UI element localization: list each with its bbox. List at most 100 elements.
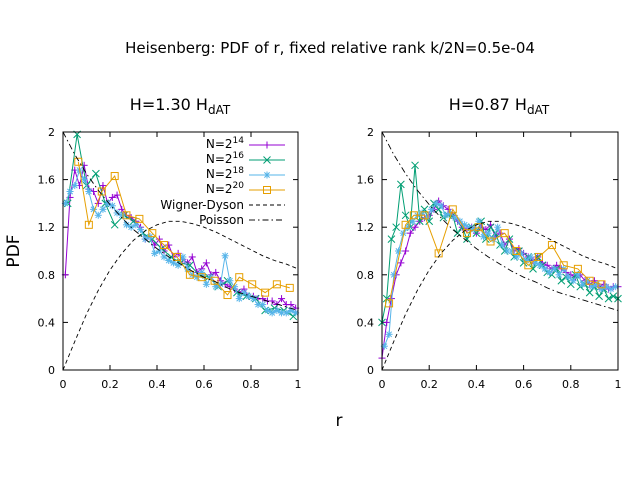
x-tick-label: 0.6	[195, 378, 213, 391]
point-n-220	[210, 276, 219, 285]
point-n-220	[84, 220, 93, 229]
point-n-220	[160, 241, 169, 250]
point-n-218	[71, 182, 79, 190]
point-n-216	[401, 211, 410, 220]
y-tick-label: 1.2	[38, 221, 56, 234]
point-n-216	[110, 220, 119, 229]
point-n-220	[585, 276, 594, 285]
point-n-220	[474, 223, 483, 232]
point-n-220	[448, 205, 457, 214]
x-tick-label: 0.2	[101, 378, 119, 391]
legend-label-n20: N=220	[206, 181, 244, 196]
point-n-218	[404, 223, 412, 231]
legend-label-n16: N=216	[206, 151, 244, 166]
point-n-214	[268, 297, 276, 305]
point-n-220	[401, 220, 410, 229]
point-n-220	[597, 280, 606, 289]
point-n-216	[529, 264, 537, 273]
point-n-214	[113, 191, 121, 199]
point-n-220	[172, 252, 181, 261]
x-tick-label: 1	[615, 378, 622, 391]
point-n-218	[85, 188, 93, 195]
point-n-218	[240, 289, 248, 297]
point-n-214	[108, 193, 116, 201]
point-n-214	[411, 223, 419, 231]
x-tick-label: 0.8	[242, 378, 260, 391]
point-n-218	[80, 176, 88, 184]
point-n-218	[118, 211, 126, 219]
y-tick-label: 0	[367, 364, 374, 377]
point-n-218	[160, 253, 168, 261]
point-n-220	[223, 291, 232, 300]
legend: N=214 N=216 N=218 N=220 Wigner-Dyson Poi…	[160, 136, 285, 227]
x-tick-label: 0.6	[515, 378, 533, 391]
point-n-220	[74, 157, 83, 166]
point-n-218	[527, 253, 535, 261]
point-n-218	[61, 199, 69, 207]
figure-title: Heisenberg: PDF of r, fixed relative ran…	[125, 39, 535, 57]
plot-frame	[62, 131, 299, 371]
point-n-216	[604, 294, 613, 303]
legend-marker-n-218	[263, 171, 271, 179]
y-tick-label: 1.6	[357, 174, 375, 187]
point-n-216	[382, 294, 391, 303]
point-n-220	[524, 261, 533, 270]
legend-label-n18: N=218	[206, 166, 244, 181]
point-n-220	[512, 247, 521, 255]
point-n-214	[590, 277, 598, 285]
point-n-220	[559, 261, 568, 270]
point-n-218	[569, 277, 577, 285]
point-n-218	[249, 295, 257, 303]
point-n-218	[273, 307, 281, 314]
point-n-220	[248, 280, 257, 289]
point-n-214	[118, 205, 126, 213]
point-n-216	[557, 276, 566, 285]
point-n-220	[135, 214, 144, 223]
point-n-218	[259, 301, 267, 309]
point-n-216	[411, 161, 419, 170]
point-n-218	[536, 261, 544, 269]
point-n-214	[155, 235, 163, 243]
point-n-214	[406, 229, 414, 237]
series-line-poisson	[62, 131, 299, 311]
plot-frame	[381, 131, 619, 371]
point-n-218	[282, 309, 290, 317]
point-n-220	[97, 187, 106, 196]
point-n-216	[595, 292, 603, 301]
point-n-218	[385, 330, 393, 338]
legend-marker-n-216	[263, 156, 271, 164]
point-n-220	[534, 252, 543, 261]
point-n-220	[148, 229, 157, 238]
x-tick-label: 0.8	[562, 378, 580, 391]
point-n-220	[110, 172, 119, 181]
legend-label-wigner-dyson: Wigner-Dyson	[160, 198, 244, 212]
legend-marker-n-220	[263, 186, 271, 194]
point-n-218	[137, 226, 145, 234]
y-tick-label: 0	[48, 364, 55, 377]
point-n-214	[202, 259, 210, 267]
point-n-216	[387, 235, 396, 243]
x-tick-label: 0	[60, 378, 67, 391]
point-n-220	[462, 229, 471, 238]
series-line-wigner-dyson	[381, 220, 619, 371]
point-n-216	[585, 288, 594, 297]
point-n-214	[553, 261, 561, 269]
point-n-218	[399, 229, 407, 237]
point-n-216	[397, 180, 405, 189]
point-n-220	[547, 241, 556, 250]
point-n-218	[550, 265, 558, 273]
x-tick-label: 0.4	[468, 378, 486, 391]
y-axis-label: PDF	[4, 234, 24, 267]
point-n-218	[555, 271, 563, 279]
point-n-218	[94, 211, 102, 219]
point-n-220	[409, 211, 418, 220]
point-n-218	[479, 233, 487, 241]
y-tick-label: 1.2	[357, 221, 375, 234]
point-n-214	[165, 241, 173, 249]
y-tick-label: 0.4	[38, 316, 56, 329]
point-n-218	[546, 268, 554, 276]
point-n-214	[188, 253, 196, 261]
point-n-218	[198, 268, 206, 276]
point-n-218	[409, 217, 417, 225]
point-n-218	[66, 188, 74, 195]
